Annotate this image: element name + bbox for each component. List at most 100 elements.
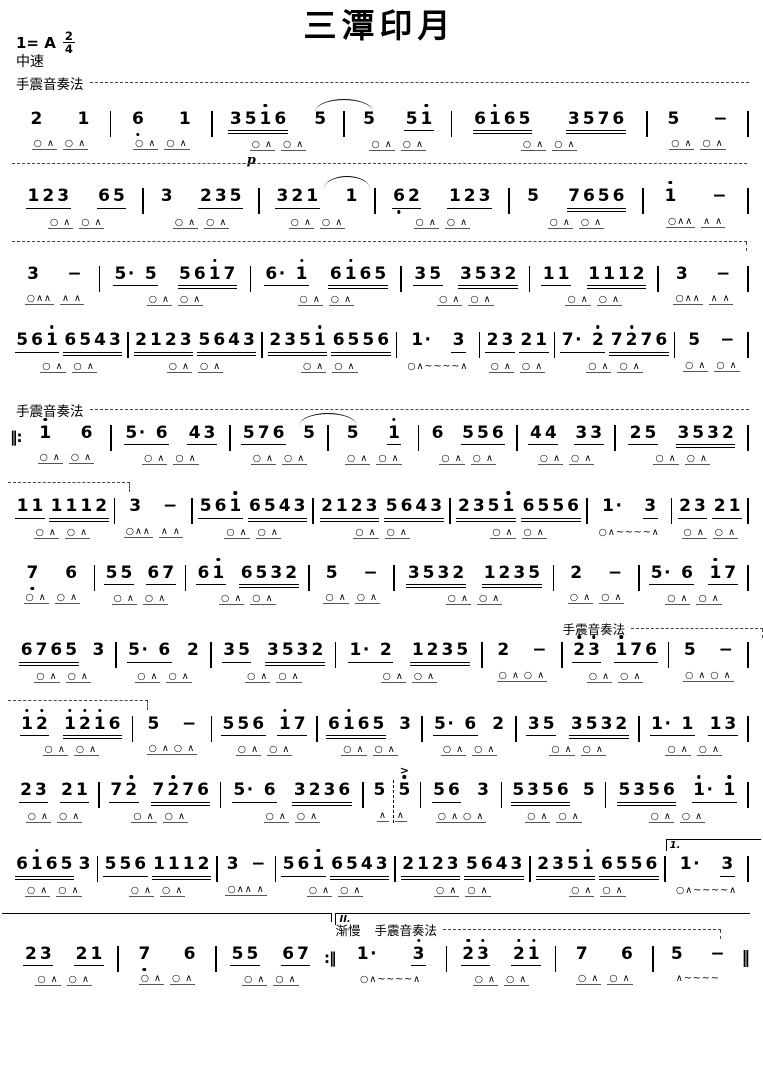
- note: 3: [446, 854, 459, 875]
- articulation-seg: ○∧∧: [673, 293, 703, 306]
- note: 5: [113, 186, 125, 207]
- measure: 5 · 6 1 7 ○ ∧ ○ ∧: [640, 557, 748, 606]
- note: 2: [537, 854, 550, 875]
- barline: [343, 110, 345, 137]
- note: 3: [323, 780, 336, 801]
- note: 5: [147, 713, 160, 734]
- rit-label: 渐慢: [335, 922, 361, 938]
- measure: 6 7 6 5 3 ○ ∧ ○ ∧: [10, 641, 115, 683]
- octave-dot: [283, 708, 287, 713]
- note-group: −: [66, 264, 83, 286]
- system-1: 2 1 ○ ∧ ○ ∧ 6 1 ○ ∧ ○ ∧ 3 5 1 6 5 ○ ∧ ○ ∧ p 5 5 1 ○ ∧ ○ ∧ 6 1 6…: [10, 97, 749, 168]
- articulation-seg: ○ ∧: [665, 593, 691, 606]
- note-group: 6: [79, 423, 94, 445]
- note: 1: [31, 496, 44, 517]
- technique-continuation-bracket: [8, 482, 130, 493]
- articulation-seg: ○ ∧: [552, 139, 578, 152]
- note: 6: [108, 713, 121, 734]
- note: 6: [214, 496, 227, 517]
- octave-dot: [212, 258, 217, 263]
- articulation-seg: ○ ∧: [353, 526, 379, 539]
- slur: [324, 176, 371, 189]
- note: 3: [724, 713, 737, 734]
- octave-dot: [596, 325, 600, 329]
- note: 6: [64, 330, 77, 351]
- barline: [553, 332, 556, 359]
- note: 7: [139, 944, 150, 972]
- articulation-row: ○ ∧ ○ ∧: [350, 527, 413, 539]
- note: 3: [459, 263, 472, 284]
- barline: [400, 265, 403, 292]
- articulation-row: ○ ∧ ○ ∧: [434, 294, 497, 307]
- note: 3: [160, 186, 173, 207]
- articulation-seg: ○ ∧: [525, 811, 551, 824]
- articulation-seg: ○ ∧: [166, 360, 192, 373]
- note: 5: [179, 263, 191, 284]
- system-8: 6 7 6 5 3 ○ ∧ ○ ∧ 5 · 6 2 ○ ∧ ○ ∧ 3 5 3 5 3 2 ○ ∧ ○ ∧ 1 · 2 1 2 3 5…: [10, 617, 763, 683]
- second-ending-line: [646, 912, 750, 914]
- note: 5: [527, 186, 540, 207]
- note: 5: [566, 854, 579, 875]
- note: 5: [422, 562, 435, 583]
- measure: 5− ○ ∧ ○ ∧: [133, 713, 210, 756]
- barline: [673, 332, 676, 359]
- note: 2: [497, 640, 510, 661]
- note-group: 2: [496, 641, 511, 662]
- note: 6: [662, 780, 675, 801]
- note: 5: [537, 496, 550, 517]
- meter-numerator: 2: [62, 29, 75, 44]
- note-group: 2: [29, 109, 44, 131]
- articulation-row: ○ ∧ ○ ∧: [32, 974, 95, 987]
- note: 5: [385, 496, 398, 517]
- barline: [421, 715, 424, 742]
- articulation-row: ○ ∧ ○ ∧: [522, 811, 585, 824]
- note: 3: [552, 854, 564, 875]
- articulation-seg: ○ ∧: [57, 811, 83, 824]
- barline: [98, 265, 101, 292]
- note: 1: [229, 491, 241, 517]
- notes-row: 3−: [13, 264, 96, 286]
- note-group: 1: [344, 187, 359, 208]
- octave-dot: [713, 557, 718, 562]
- note: 1: [582, 849, 594, 875]
- note: 6: [474, 108, 486, 129]
- measure: 6 1 6 5 3 2 ○ ∧ ○ ∧: [186, 557, 308, 606]
- articulation-row: ○ ∧ ○ ∧: [304, 885, 367, 897]
- note: −: [713, 108, 728, 129]
- articulation-row: ○∧∧ ∧ ∧: [22, 293, 87, 306]
- articulation-seg: ○ ∧: [669, 138, 695, 151]
- measure: 5 · 6 2 ○ ∧ ○ ∧: [117, 641, 210, 683]
- measure: 2 3 2 1 ○ ∧ ○ ∧: [10, 781, 98, 824]
- articulation-row: ○∧~~~~∧: [355, 974, 426, 985]
- header: 三潭印月 1= A 2 4 中速 手震音奏法: [10, 4, 749, 93]
- note-group: −: [719, 331, 736, 352]
- measure: 6 5 5 6 ○ ∧ ○ ∧: [419, 423, 516, 466]
- note: 5: [362, 330, 375, 351]
- articulation-seg: ○ ∧: [712, 526, 739, 539]
- note-group: −: [606, 563, 623, 585]
- octave-dot: [30, 586, 35, 591]
- note: 5: [429, 263, 442, 284]
- octave-dot: [347, 708, 351, 713]
- articulation-row: ∧~~~~: [671, 973, 725, 984]
- technique-label: 手震音奏法: [16, 76, 84, 93]
- octave-dot: [171, 775, 176, 779]
- note: 3: [108, 330, 121, 351]
- measure: 3− ○∧∧ ∧ ∧: [115, 497, 191, 538]
- note: 5: [346, 422, 359, 443]
- barline: [109, 110, 112, 137]
